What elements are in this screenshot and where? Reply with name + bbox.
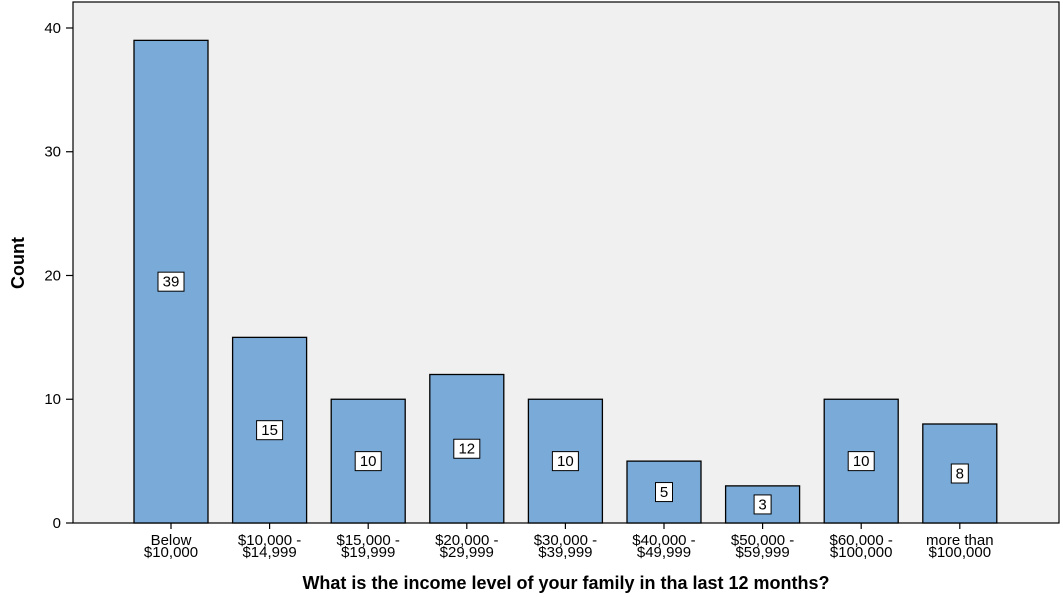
x-tick-label: $40,000 - <box>632 532 695 549</box>
y-tick-label: 10 <box>44 391 61 408</box>
x-tick-label: $60,000 - <box>830 532 893 549</box>
y-tick-label: 20 <box>44 267 61 284</box>
x-tick-label: $30,000 - <box>534 532 597 549</box>
x-tick-label: $100,000 <box>929 544 992 561</box>
x-axis: Below$10,000 $10,000 -$14,999 $15,000 -$19… <box>144 523 994 561</box>
data-label-box <box>453 438 481 459</box>
x-tick-label: $20,000 - <box>435 532 498 549</box>
x-tick-label: $49,999 <box>637 544 691 561</box>
y-axis-title: Count <box>8 237 28 289</box>
data-label: 10 <box>853 453 870 470</box>
x-axis-title: What is the income level of your family … <box>302 573 829 593</box>
data-label-box <box>655 482 673 503</box>
x-tick-label: $10,000 <box>144 544 198 561</box>
y-tick-label: 0 <box>53 515 61 532</box>
y-tick-label: 30 <box>44 144 61 161</box>
x-tick-label: $39,999 <box>538 544 592 561</box>
y-axis: 0 10 20 30 40 <box>44 20 73 532</box>
x-tick-label: $19,999 <box>341 544 395 561</box>
data-label-box <box>354 451 382 472</box>
y-tick-label: 40 <box>44 20 61 37</box>
bars: 39 15 10 12 10 5 3 10 8 <box>133 39 998 524</box>
data-label: 8 <box>956 465 964 482</box>
data-label-box <box>753 494 772 515</box>
x-tick-label: more than <box>926 532 994 549</box>
x-tick-label: $59,999 <box>735 544 789 561</box>
data-label: 5 <box>660 484 668 501</box>
x-tick-label: $50,000 - <box>731 532 794 549</box>
data-label: 3 <box>758 496 766 513</box>
data-label-box <box>157 271 185 292</box>
data-label: 15 <box>261 422 278 439</box>
data-label-box <box>551 451 579 472</box>
x-tick-label: $15,000 - <box>337 532 400 549</box>
data-label-box <box>847 451 875 472</box>
data-label: 10 <box>557 453 574 470</box>
data-label: 10 <box>360 453 377 470</box>
x-tick-label: $10,000 - <box>238 532 301 549</box>
x-tick-label: $29,999 <box>440 544 494 561</box>
x-tick-label: $100,000 <box>830 544 893 561</box>
data-label: 12 <box>458 441 475 458</box>
data-label-box <box>256 420 284 441</box>
data-label-box <box>950 463 969 484</box>
data-label: 39 <box>163 274 180 291</box>
x-tick-label: Below <box>151 532 192 549</box>
x-tick-label: $14,999 <box>242 544 296 561</box>
